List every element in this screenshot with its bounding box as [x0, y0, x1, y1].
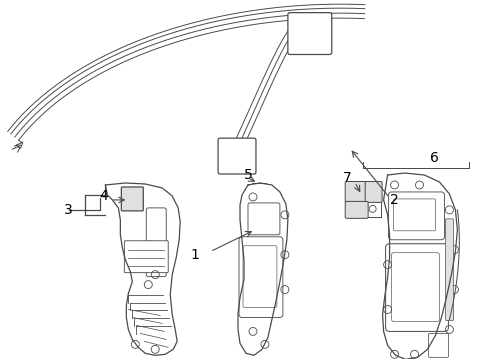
- FancyBboxPatch shape: [147, 208, 166, 276]
- FancyBboxPatch shape: [243, 246, 277, 307]
- FancyBboxPatch shape: [386, 244, 448, 332]
- FancyBboxPatch shape: [345, 201, 368, 219]
- FancyBboxPatch shape: [428, 333, 448, 357]
- FancyBboxPatch shape: [239, 237, 283, 318]
- Text: 5: 5: [244, 168, 252, 182]
- FancyBboxPatch shape: [389, 192, 444, 240]
- FancyBboxPatch shape: [218, 138, 256, 174]
- Text: 7: 7: [343, 171, 352, 185]
- FancyBboxPatch shape: [248, 203, 280, 235]
- Text: 3: 3: [64, 203, 73, 217]
- FancyBboxPatch shape: [122, 187, 143, 211]
- Text: 1: 1: [191, 248, 199, 262]
- FancyBboxPatch shape: [365, 181, 382, 202]
- Text: 2: 2: [390, 193, 399, 207]
- Text: 4: 4: [99, 189, 108, 203]
- FancyBboxPatch shape: [392, 253, 440, 321]
- FancyBboxPatch shape: [288, 13, 332, 54]
- FancyBboxPatch shape: [393, 199, 436, 231]
- Text: 6: 6: [430, 151, 439, 165]
- FancyBboxPatch shape: [124, 241, 168, 273]
- FancyBboxPatch shape: [345, 181, 368, 202]
- FancyBboxPatch shape: [445, 219, 453, 320]
